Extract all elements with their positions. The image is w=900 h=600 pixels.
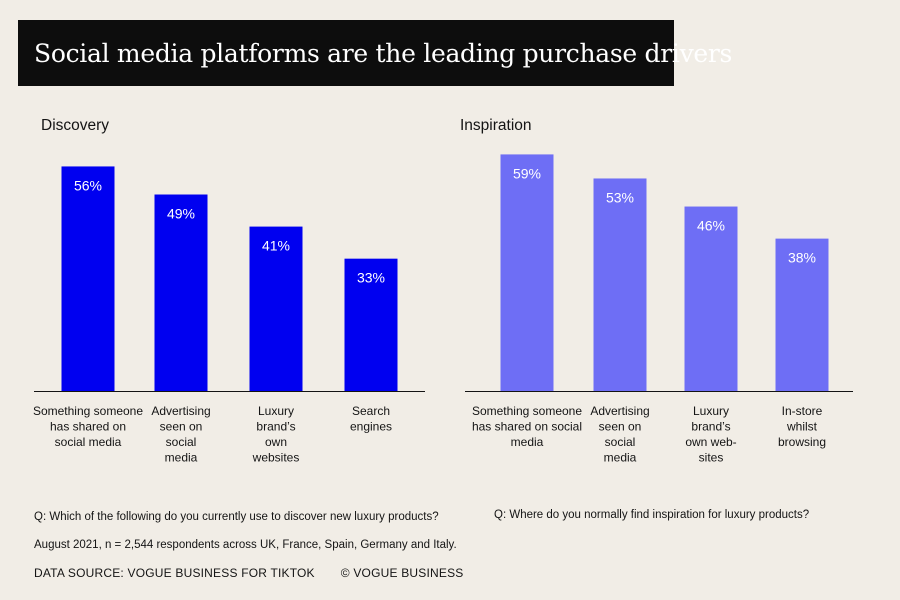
inspiration-chart-title: Inspiration [460,117,532,134]
discovery-bar [154,194,208,391]
survey-note: August 2021, n = 2,544 respondents acros… [34,539,457,551]
discovery-bar [249,226,303,391]
discovery-value-label: 41% [262,238,290,254]
inspiration-category-label: Advertising seen on social media [590,404,649,465]
inspiration-category-label: Luxury brand’s own web-sites [685,404,736,465]
inspiration-value-label: 53% [606,189,634,205]
data-source: DATA SOURCE: VOGUE BUSINESS FOR TIKTOK [34,566,315,580]
page-title: Social media platforms are the leading p… [34,38,733,68]
discovery-category-label: Advertising seen on social media [151,404,210,465]
inspiration-value-label: 46% [697,218,725,234]
discovery-category-label: Something someone has shared on social med… [33,404,143,449]
question-discovery: Q: Which of the following do you current… [34,511,439,523]
inspiration-bar [593,178,647,391]
discovery-chart-title: Discovery [41,117,109,134]
source-line: DATA SOURCE: VOGUE BUSINESS FOR TIKTOK © … [34,566,464,580]
title-banner: Social media platforms are the leading p… [18,20,732,86]
question-inspiration: Q: Where do you normally find inspiratio… [494,509,810,521]
inspiration-value-label: 38% [788,250,816,266]
discovery-value-label: 33% [357,270,385,286]
inspiration-category-label: In-store whilst browsing [778,404,826,449]
discovery-value-label: 49% [167,206,195,222]
discovery-bar [61,166,115,391]
copyright: © VOGUE BUSINESS [340,566,464,580]
inspiration-bar [775,238,829,391]
inspiration-bar [500,154,554,391]
inspiration-category-label: Something someone has shared on social med… [472,404,582,449]
discovery-category-label: Luxury brand’s own websites [252,404,300,465]
inspiration-value-label: 59% [513,165,541,181]
discovery-category-label: Search engines [350,404,392,434]
discovery-value-label: 56% [74,177,102,193]
inspiration-bar [684,206,738,391]
discovery-bar [344,258,398,391]
